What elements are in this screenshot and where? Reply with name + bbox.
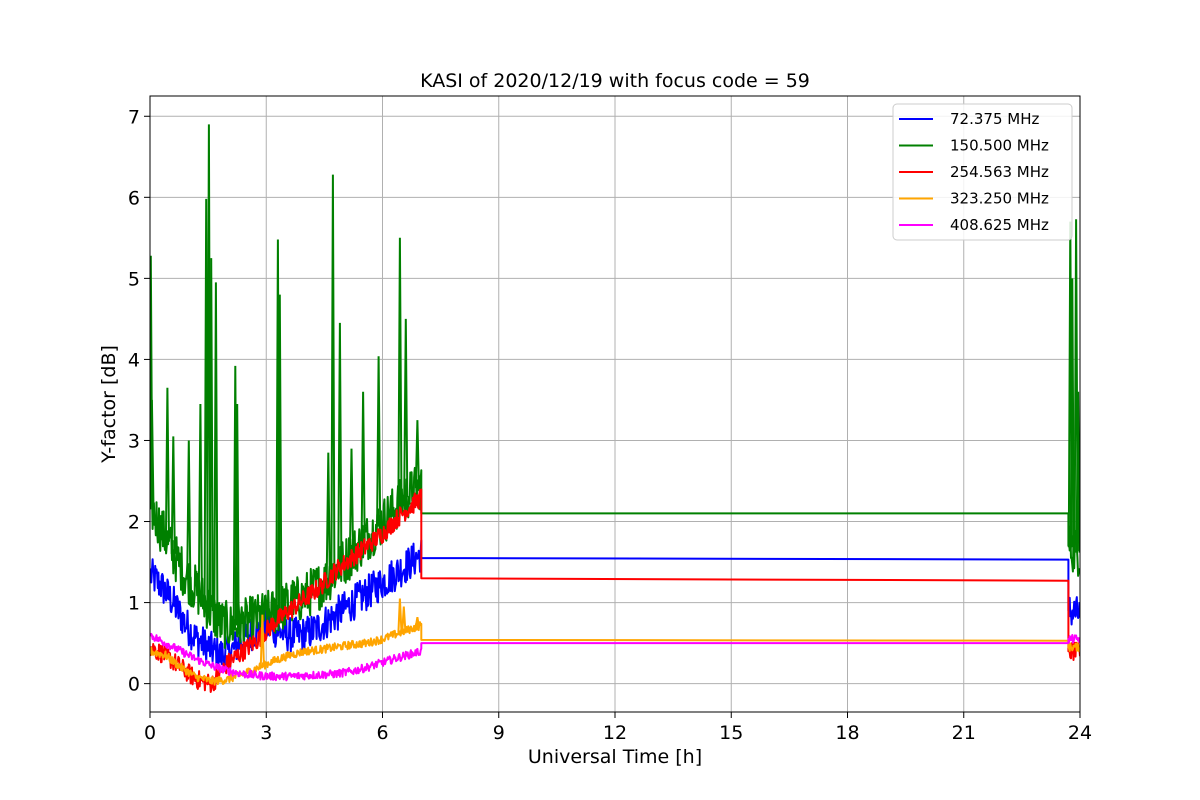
y-tick-label: 3 [128, 430, 140, 452]
series-spike-1 [330, 174, 336, 574]
series-spike-1 [208, 258, 214, 612]
series-spike-1 [337, 322, 343, 567]
y-tick-label: 2 [128, 512, 140, 534]
series-spike-1 [414, 420, 420, 489]
y-axis: 0 1 2 3 4 5 6 7 [128, 106, 150, 696]
plot-area [150, 124, 1080, 693]
x-tick-label: 15 [719, 722, 743, 744]
y-tick-label: 6 [128, 187, 140, 209]
series-spike-1 [277, 294, 283, 610]
legend-label-4: 408.625 MHz [950, 216, 1049, 234]
series-line-4 [150, 632, 1080, 682]
series-spike-1 [213, 282, 219, 618]
series-spike-1 [376, 356, 382, 526]
series-spike-3 [397, 598, 403, 633]
series-spike-1 [150, 399, 155, 510]
series-spike-1 [164, 387, 170, 542]
x-axis-title: Universal Time [h] [528, 746, 702, 768]
x-tick-label: 24 [1068, 722, 1092, 744]
y-tick-label: 7 [128, 106, 140, 128]
x-tick-label: 6 [376, 722, 388, 744]
legend-label-0: 72.375 MHz [950, 110, 1039, 128]
legend-box [892, 103, 1073, 241]
series-line-3 [150, 621, 1080, 686]
x-tick-label: 3 [260, 722, 272, 744]
legend-label-3: 323.250 MHz [950, 190, 1049, 208]
y-tick-label: 4 [128, 349, 140, 371]
series-spike-3 [414, 617, 420, 627]
y-tick-label: 0 [128, 674, 140, 696]
series-spike-1 [197, 403, 203, 596]
series-line-1 [150, 466, 1080, 649]
x-tick-label: 18 [835, 722, 859, 744]
y-tick-label: 1 [128, 593, 140, 615]
legend: 72.375 MHz 150.500 MHz 254.563 MHz 323.250 … [892, 103, 1073, 241]
x-tick-label: 9 [493, 722, 505, 744]
series-spike-1 [348, 448, 355, 554]
series-spike-1 [1075, 391, 1080, 553]
series-spike-1 [397, 237, 403, 504]
series-spike-1 [186, 440, 192, 580]
series-spike-1 [234, 403, 240, 625]
series-line-0 [150, 539, 1080, 673]
series-spike-3 [259, 614, 265, 666]
series-spike-1 [1069, 278, 1075, 549]
series-spike-1 [325, 452, 331, 579]
series-spike-1 [360, 391, 366, 542]
legend-label-1: 150.500 MHz [950, 137, 1049, 155]
x-tick-label: 0 [144, 722, 156, 744]
series-spike-1 [170, 436, 176, 554]
x-tick-label: 12 [603, 722, 627, 744]
x-tick-label: 21 [952, 722, 976, 744]
series-line-2 [150, 488, 1080, 693]
series-spike-1 [403, 318, 409, 498]
series-spike-3 [401, 606, 407, 632]
x-axis: 0 3 6 9 12 15 18 21 24 [144, 712, 1092, 744]
y-axis-title: Y-factor [dB] [98, 345, 120, 464]
y-tick-label: 5 [128, 268, 140, 290]
legend-label-2: 254.563 MHz [950, 163, 1049, 181]
chart-title: KASI of 2020/12/19 with focus code = 59 [420, 70, 810, 92]
